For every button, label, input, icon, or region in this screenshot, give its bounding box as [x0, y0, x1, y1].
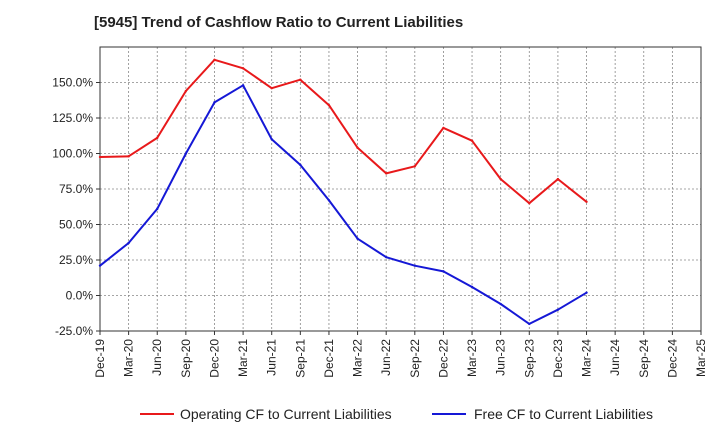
- data-point: [356, 146, 359, 150]
- x-tick-label: Dec-22: [436, 339, 450, 378]
- data-point: [184, 152, 188, 155]
- x-tick-label: Mar-25: [694, 339, 708, 377]
- x-tick-label: Jun-24: [608, 339, 622, 376]
- data-point: [327, 104, 331, 107]
- legend: Operating CF to Current Liabilities Free …: [140, 406, 653, 422]
- data-point: [356, 237, 359, 240]
- data-point: [384, 255, 388, 259]
- data-point: [299, 163, 302, 167]
- x-tick-label: Jun-21: [265, 339, 279, 376]
- data-point: [585, 291, 588, 294]
- x-tick-label: Dec-19: [93, 339, 107, 378]
- data-point: [327, 199, 331, 202]
- data-point: [499, 177, 502, 181]
- data-point: [470, 285, 474, 289]
- data-point: [127, 241, 130, 245]
- legend-label-2: Free CF to Current Liabilities: [474, 406, 653, 422]
- series-line-2: [99, 84, 588, 325]
- legend-label-1: Operating CF to Current Liabilities: [180, 406, 392, 422]
- data-point: [528, 202, 531, 205]
- series-line-1: [99, 58, 588, 205]
- x-tick-label: Mar-20: [122, 339, 136, 377]
- data-point: [156, 136, 159, 140]
- data-point: [413, 264, 417, 267]
- y-tick-label: 150.0%: [52, 76, 93, 90]
- data-point: [442, 270, 445, 273]
- data-point: [241, 84, 245, 87]
- x-tick-label: Dec-23: [551, 339, 565, 378]
- data-point: [442, 126, 445, 130]
- chart-title: [5945] Trend of Cashflow Ratio to Curren…: [94, 14, 464, 31]
- series-layer: [98, 58, 588, 326]
- data-point: [270, 86, 273, 90]
- y-tick-label: 100.0%: [52, 147, 93, 161]
- data-point: [556, 308, 560, 311]
- y-tick-label: 125.0%: [52, 111, 93, 125]
- data-point: [184, 89, 188, 93]
- data-point: [270, 138, 273, 141]
- x-tick-label: Sep-23: [522, 339, 536, 378]
- x-tick-label: Sep-24: [637, 339, 651, 378]
- data-point: [98, 264, 102, 267]
- x-tick-label: Mar-21: [236, 339, 250, 377]
- x-tick-label: Mar-24: [580, 339, 594, 377]
- data-point: [470, 139, 474, 142]
- data-point: [528, 322, 531, 326]
- data-point: [384, 172, 388, 175]
- data-point: [241, 67, 245, 70]
- data-point: [585, 200, 588, 203]
- y-tick-label: -25.0%: [55, 324, 93, 338]
- x-tick-label: Dec-21: [322, 339, 336, 378]
- x-tick-label: Sep-21: [293, 339, 307, 378]
- grid-layer: [100, 47, 701, 332]
- x-tick-label: Dec-24: [665, 339, 679, 378]
- data-point: [213, 101, 216, 104]
- axis-layer: Dec-19 Mar-20 Jun-20 Sep-20 Dec-20 Mar-21 Jun-…: [52, 76, 708, 378]
- data-point: [98, 155, 102, 159]
- data-point: [127, 155, 130, 158]
- data-point: [299, 78, 302, 81]
- data-point: [156, 207, 159, 211]
- y-tick-label: 75.0%: [59, 182, 93, 196]
- y-tick-label: 0.0%: [66, 289, 94, 303]
- y-tick-label: 25.0%: [59, 253, 93, 267]
- data-point: [413, 165, 417, 168]
- x-tick-label: Jun-20: [150, 339, 164, 376]
- x-tick-label: Dec-20: [207, 339, 221, 378]
- data-point: [556, 177, 560, 181]
- x-tick-label: Sep-20: [179, 339, 193, 378]
- y-tick-label: 50.0%: [59, 218, 93, 232]
- x-tick-label: Sep-22: [408, 339, 422, 378]
- data-point: [499, 302, 502, 306]
- x-tick-label: Jun-22: [379, 339, 393, 376]
- x-tick-label: Mar-23: [465, 339, 479, 377]
- data-point: [213, 58, 216, 61]
- x-tick-label: Mar-22: [351, 339, 365, 377]
- x-tick-label: Jun-23: [494, 339, 508, 376]
